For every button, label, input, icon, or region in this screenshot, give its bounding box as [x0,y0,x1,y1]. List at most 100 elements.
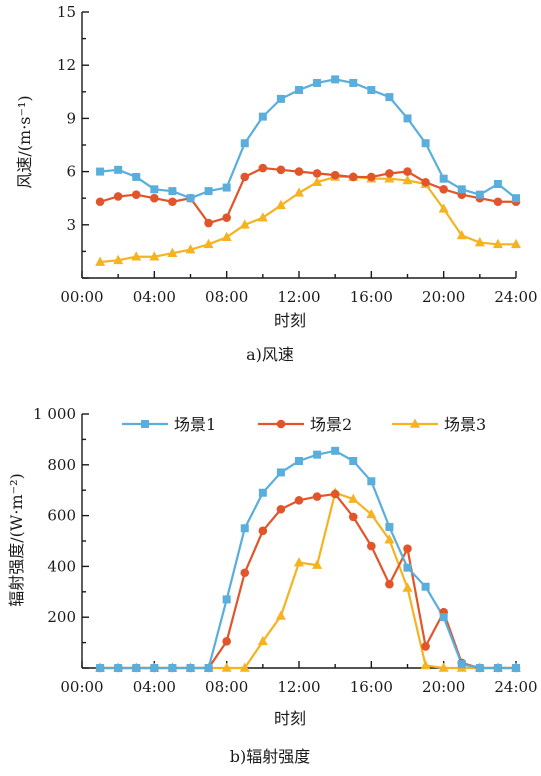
data-point-series-3 [203,238,214,249]
irradiance-chart: b)辐射强度 时刻 辐射强度/(W·m⁻²) 00:00 04:00 08:00 12… [7,405,538,766]
chart-a-xlabel: 时刻 [274,311,306,330]
data-point-series-1 [168,664,177,672]
data-point-series-1 [421,139,430,148]
data-point-series-1 [367,86,376,95]
data-point-series-2 [493,197,503,207]
data-point-series-3 [95,256,106,266]
data-point-series-2 [95,197,105,207]
legend-label-3: 场景3 [444,415,486,434]
series-line-1 [100,449,516,670]
data-point-series-1 [385,523,394,532]
data-point-series-3 [456,229,467,240]
y-tick-label: 3 [66,216,76,234]
data-point-series-2 [294,167,304,176]
wind-speed-chart: a)风速 时刻 风速/(m·s⁻¹) 00:00 04:00 08:00 12:00 1… [15,3,538,364]
data-point-series-1 [295,86,303,95]
data-point-series-1 [512,194,520,203]
data-point-series-1 [240,139,249,148]
data-point-series-3 [474,237,485,247]
data-point-series-1 [349,78,358,87]
data-point-series-1 [276,94,285,103]
data-point-series-2 [348,172,358,182]
chart-a-caption: a)风速 [246,345,294,364]
x-tick-label: 00:00 [60,288,103,306]
y-tick-label: 9 [66,109,76,127]
data-point-series-3 [275,610,286,620]
data-point-series-1 [222,183,231,192]
y-tick-label: 800 [47,456,76,474]
data-point-series-1 [150,185,159,194]
data-point-series-2 [403,167,412,176]
data-point-series-3 [167,247,178,257]
x-tick-label: 24:00 [494,678,537,696]
x-tick-label: 24:00 [494,288,537,306]
data-point-series-1 [475,190,484,199]
data-point-series-3 [438,203,449,213]
x-tick-label: 12:00 [277,288,320,306]
data-point-series-1 [186,194,195,203]
data-point-series-2 [312,492,322,501]
data-point-series-3 [402,174,413,185]
x-tick-label: 16:00 [350,288,393,306]
data-point-series-1 [512,664,520,672]
data-point-series-1 [313,450,322,459]
chart-b-caption: b)辐射强度 [230,747,311,766]
data-point-series-2 [385,169,394,178]
data-point-series-3 [275,199,286,210]
data-point-series-1 [222,595,231,604]
data-point-series-2 [330,170,340,180]
data-point-series-2 [439,185,448,194]
data-point-series-1 [132,664,141,672]
data-point-series-3 [312,176,323,187]
data-point-series-3 [402,582,413,592]
data-point-series-1 [186,664,195,672]
legend-marker-2 [276,419,286,429]
data-point-series-1 [150,664,159,672]
data-point-series-1 [439,613,448,622]
data-point-series-1 [403,114,412,123]
data-point-series-1 [168,187,177,196]
data-point-series-3 [113,254,124,265]
data-point-series-3 [312,559,323,569]
data-point-series-2 [240,568,250,578]
data-point-series-1 [493,180,502,189]
data-point-series-2 [258,526,268,536]
data-point-series-1 [457,660,466,669]
legend-label-1: 场景1 [174,415,216,434]
data-point-series-1 [439,174,448,183]
data-point-series-1 [258,112,267,121]
data-point-series-2 [222,213,231,223]
data-point-series-2 [312,169,322,178]
data-point-series-3 [366,508,377,519]
data-point-series-3 [149,251,160,261]
data-point-series-1 [96,167,105,176]
data-point-series-2 [113,192,123,201]
data-point-series-2 [294,496,304,505]
x-tick-label: 08:00 [205,288,248,306]
data-point-series-2 [222,637,231,646]
x-tick-label: 16:00 [350,678,393,696]
data-point-series-1 [493,664,502,672]
x-tick-label: 20:00 [422,678,465,696]
data-point-series-2 [150,193,159,203]
data-point-series-3 [294,187,304,197]
data-point-series-1 [96,664,105,672]
data-point-series-3 [384,534,395,544]
data-point-series-3 [438,662,449,672]
data-point-series-3 [420,659,431,670]
data-point-series-3 [294,557,304,567]
data-point-series-3 [492,238,503,249]
data-point-series-2 [348,512,358,522]
data-point-series-1 [475,664,484,672]
data-point-series-2 [367,541,376,551]
data-point-series-3 [185,244,196,254]
data-point-series-3 [239,662,250,672]
data-point-series-1 [313,78,322,87]
y-tick-label: 15 [57,3,76,21]
y-tick-label: 1 000 [33,405,76,423]
data-point-series-1 [367,477,376,486]
series-line-2 [99,166,516,225]
data-point-series-3 [348,493,359,503]
series-line-1 [99,78,517,200]
